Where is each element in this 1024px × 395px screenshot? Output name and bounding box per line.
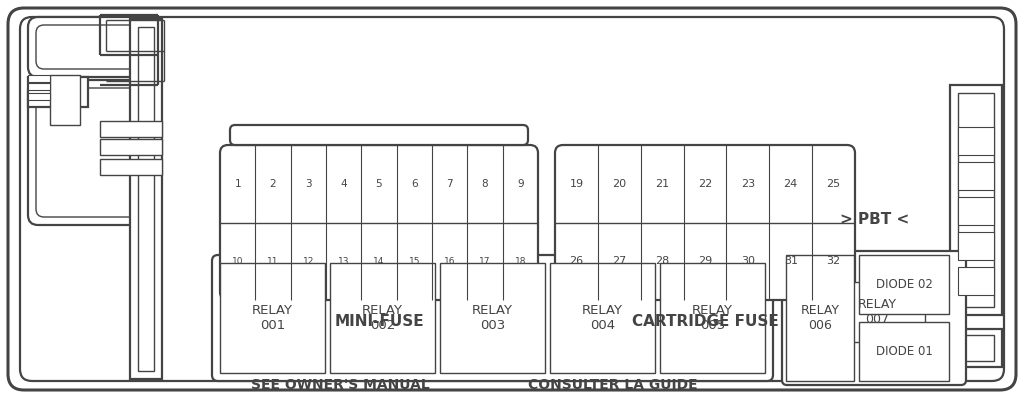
Bar (28, 75, 50, 82)
Bar (440, 263, 545, 373)
Bar (138, 27, 154, 371)
Bar (28, 93, 50, 100)
Text: 16: 16 (444, 257, 456, 266)
Text: 30: 30 (740, 256, 755, 267)
Text: 14: 14 (374, 257, 385, 266)
Bar (130, 19, 162, 379)
Bar (950, 85, 1002, 315)
Text: 7: 7 (446, 179, 453, 189)
Bar (958, 127, 994, 155)
Bar (100, 159, 162, 175)
Text: RELAY
002: RELAY 002 (362, 304, 403, 332)
Text: 27: 27 (612, 256, 627, 267)
Text: 26: 26 (569, 256, 584, 267)
Text: 8: 8 (481, 179, 488, 189)
Text: 2: 2 (269, 179, 276, 189)
Bar (330, 263, 435, 373)
Bar (958, 93, 994, 307)
Bar (660, 263, 765, 373)
Bar (550, 263, 655, 373)
Bar (220, 263, 325, 373)
Bar (859, 255, 949, 314)
Bar (100, 139, 162, 155)
Bar (786, 255, 854, 381)
Text: 17: 17 (479, 257, 490, 266)
Text: RELAY
006: RELAY 006 (801, 304, 840, 332)
Text: RELAY
001: RELAY 001 (252, 304, 293, 332)
Text: 28: 28 (655, 256, 670, 267)
Text: 1: 1 (234, 179, 241, 189)
Text: CARTRIDGE FUSE: CARTRIDGE FUSE (632, 314, 778, 329)
Text: DIODE 01: DIODE 01 (876, 345, 933, 358)
Bar (958, 197, 994, 225)
Text: RELAY
007: RELAY 007 (858, 298, 897, 326)
Text: 21: 21 (655, 179, 670, 189)
Bar (958, 267, 994, 295)
Text: 15: 15 (409, 257, 420, 266)
Text: 25: 25 (826, 179, 841, 189)
Text: 23: 23 (740, 179, 755, 189)
FancyBboxPatch shape (20, 17, 1004, 381)
Text: 4: 4 (340, 179, 347, 189)
Bar (50, 75, 80, 125)
Bar (958, 335, 994, 361)
Text: 19: 19 (569, 179, 584, 189)
FancyBboxPatch shape (28, 80, 158, 225)
FancyBboxPatch shape (230, 125, 528, 145)
Bar (28, 77, 88, 107)
Text: 6: 6 (411, 179, 418, 189)
FancyBboxPatch shape (212, 255, 773, 381)
Text: 9: 9 (517, 179, 523, 189)
Bar (958, 232, 994, 260)
FancyBboxPatch shape (555, 145, 855, 300)
Text: SEE OWNER'S MANUAL: SEE OWNER'S MANUAL (251, 378, 429, 392)
FancyBboxPatch shape (36, 88, 150, 217)
Text: 3: 3 (305, 179, 311, 189)
FancyBboxPatch shape (36, 25, 150, 69)
Text: 32: 32 (826, 256, 841, 267)
Text: MINI-FUSE: MINI-FUSE (334, 314, 424, 329)
FancyBboxPatch shape (782, 251, 966, 385)
Bar (859, 322, 949, 381)
Text: RELAY
003: RELAY 003 (472, 304, 513, 332)
Text: RELAY
005: RELAY 005 (692, 304, 733, 332)
FancyBboxPatch shape (8, 8, 1016, 390)
Text: 5: 5 (376, 179, 382, 189)
Text: 11: 11 (267, 257, 279, 266)
Text: 29: 29 (698, 256, 712, 267)
Bar (830, 282, 925, 342)
FancyBboxPatch shape (220, 145, 538, 300)
Text: 20: 20 (612, 179, 627, 189)
FancyBboxPatch shape (28, 17, 158, 77)
Text: 18: 18 (515, 257, 526, 266)
Text: 12: 12 (303, 257, 314, 266)
Bar (950, 329, 1002, 367)
Text: CONSULTER LA GUIDE: CONSULTER LA GUIDE (527, 378, 697, 392)
Text: 24: 24 (783, 179, 798, 189)
Bar (28, 83, 50, 90)
Text: RELAY
004: RELAY 004 (582, 304, 623, 332)
Bar (958, 162, 994, 190)
Text: 10: 10 (231, 257, 244, 266)
Text: > PBT <: > PBT < (841, 213, 909, 228)
Text: DIODE 02: DIODE 02 (876, 278, 933, 291)
Text: 31: 31 (783, 256, 798, 267)
Text: 13: 13 (338, 257, 349, 266)
Bar (100, 121, 162, 137)
Text: 22: 22 (698, 179, 712, 189)
